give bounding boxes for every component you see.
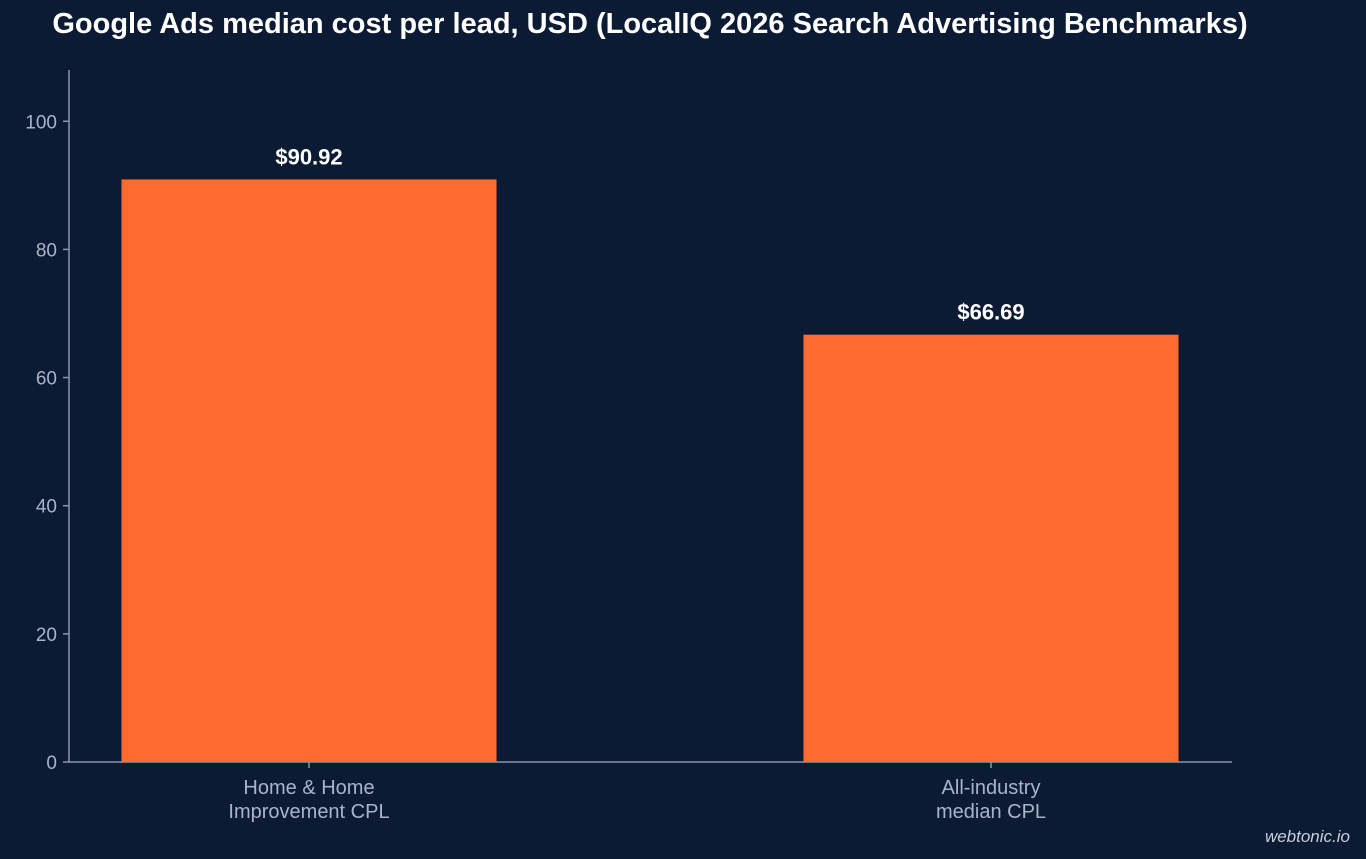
- chart-title: Google Ads median cost per lead, USD (Lo…: [52, 8, 1248, 40]
- x-category-label: All-industry: [942, 777, 1041, 799]
- y-tick-label: 20: [36, 625, 57, 646]
- watermark: webtonic.io: [1264, 827, 1350, 846]
- bar: [121, 179, 497, 762]
- x-category-label: median CPL: [936, 801, 1046, 823]
- y-tick-label: 0: [46, 753, 57, 774]
- y-tick-label: 60: [36, 369, 57, 390]
- bar-value-label: $66.69: [957, 300, 1024, 325]
- y-tick-label: 40: [36, 497, 57, 518]
- y-tick-label: 80: [36, 240, 57, 261]
- x-category-label: Improvement CPL: [228, 801, 389, 823]
- bar: [803, 334, 1179, 762]
- x-category-label: Home & Home: [243, 777, 374, 799]
- bar-value-label: $90.92: [275, 144, 342, 169]
- y-tick-label: 100: [25, 112, 57, 133]
